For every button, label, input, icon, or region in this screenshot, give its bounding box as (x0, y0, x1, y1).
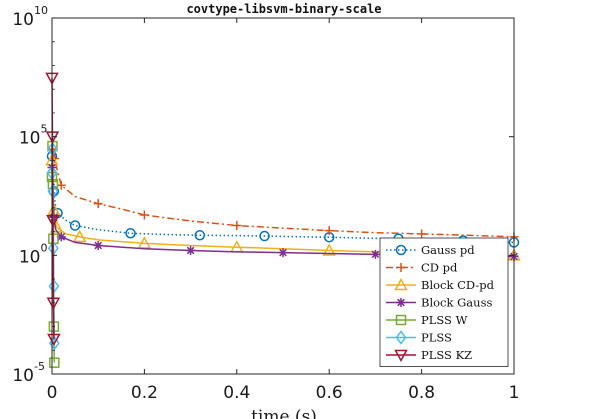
series-line (51, 148, 515, 238)
legend-label: Block CD-pd (421, 278, 495, 292)
legend-marker (396, 298, 406, 307)
legend-marker (395, 330, 407, 345)
legend-marker (395, 314, 407, 326)
x-tick-label: 0.4 (223, 383, 250, 403)
legend-item: Block Gauss (386, 296, 492, 310)
legend-label: Gauss pd (421, 243, 475, 257)
legend-item: CD pd (386, 261, 458, 275)
chart-title: covtype-libsvm-binary-scale (186, 2, 381, 16)
x-tick-label: 0 (47, 383, 58, 403)
axes-box (51, 17, 515, 375)
y-tick-label: 10 (19, 247, 41, 267)
series-line (51, 156, 515, 244)
y-tick-label: 10 (12, 366, 34, 386)
data-point (46, 297, 61, 310)
legend-marker (395, 244, 407, 256)
data-point (56, 180, 66, 190)
data-point (417, 229, 427, 239)
data-point (278, 248, 288, 258)
data-point (137, 236, 152, 249)
y-tick-exponent: -5 (34, 360, 45, 373)
legend-label: CD pd (421, 261, 458, 275)
y-tick-exponent: 10 (34, 4, 48, 17)
legend-item: Gauss pd (386, 243, 475, 257)
legend-item: PLSS KZ (386, 348, 472, 363)
data-point (56, 232, 66, 242)
x-tick-label: 1 (509, 383, 520, 403)
legend-item: PLSS (386, 330, 452, 345)
data-point (194, 230, 206, 241)
data-point (47, 333, 61, 346)
legend-item: Block CD-pd (386, 277, 495, 292)
data-point (232, 221, 242, 231)
legend-marker (394, 277, 408, 291)
data-point (69, 220, 81, 231)
data-point (93, 199, 103, 209)
y-tick-label: 10 (19, 129, 41, 149)
y-tick-exponent: 0 (41, 241, 48, 254)
x-axis-label: time (s) (251, 407, 317, 419)
data-point (49, 357, 60, 368)
legend-marker (396, 263, 406, 272)
data-point (324, 226, 334, 236)
data-point (46, 215, 60, 228)
x-tick-label: 0.8 (408, 383, 435, 403)
legend-label: PLSS W (421, 313, 468, 327)
data-point (322, 243, 336, 256)
y-tick-exponent: 5 (41, 123, 48, 136)
y-tick-label: 10 (12, 10, 34, 30)
data-point (139, 210, 149, 220)
legend-label: Block Gauss (421, 296, 492, 310)
x-tick-label: 0.2 (131, 383, 158, 403)
data-point (186, 245, 196, 255)
data-point (125, 228, 136, 239)
data-point (72, 229, 87, 243)
data-point (259, 230, 270, 242)
series-gauss-pd (46, 150, 520, 248)
data-point (93, 240, 103, 250)
legend[interactable]: Gauss pd CD pd Block CD-pd Block Gauss PLSS … (379, 237, 509, 367)
legend-label: PLSS (421, 331, 452, 345)
legend-marker (394, 349, 408, 363)
legend-item: PLSS W (386, 313, 468, 327)
series-cd-pd (47, 144, 519, 242)
x-tick-label: 0.6 (316, 383, 343, 403)
legend-label: PLSS KZ (421, 348, 472, 362)
data-point (370, 249, 380, 259)
